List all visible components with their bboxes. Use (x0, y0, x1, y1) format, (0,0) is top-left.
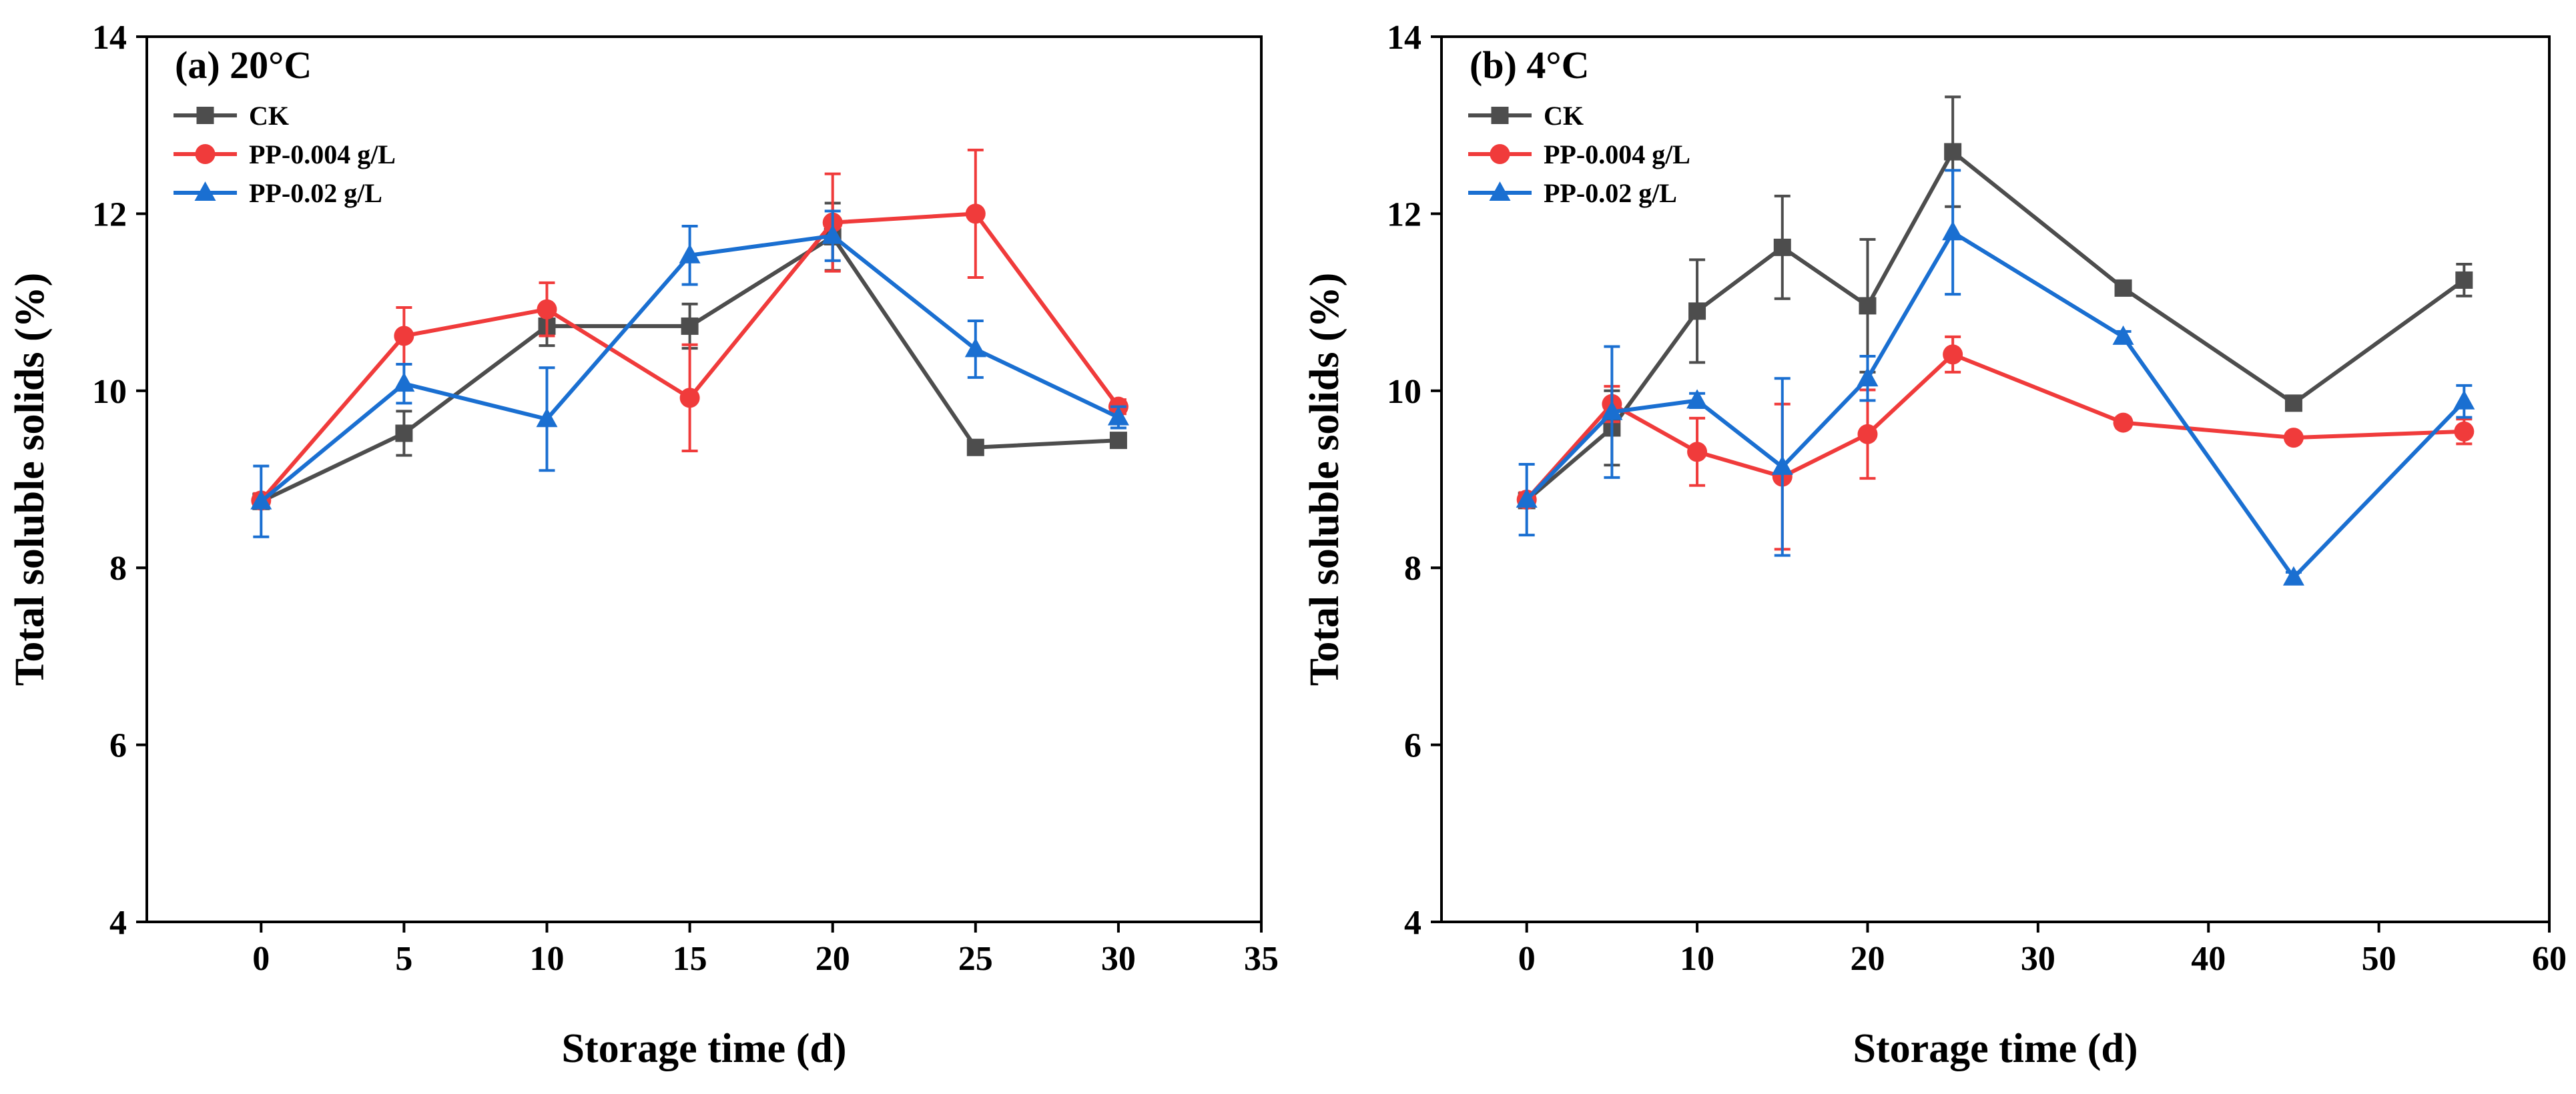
y-tick-label: 6 (109, 727, 127, 765)
x-axis-title: Storage time (d) (1853, 1026, 2138, 1071)
data-point (2284, 394, 2302, 412)
x-tick-label: 40 (2191, 940, 2226, 978)
x-tick-label: 30 (1101, 940, 1136, 978)
legend-marker (1489, 181, 1511, 201)
data-point (2112, 325, 2134, 345)
x-tick-label: 10 (1680, 940, 1714, 978)
data-point (1859, 297, 1877, 315)
data-point (679, 388, 700, 408)
x-tick-label: 20 (1850, 940, 1885, 978)
legend-label: PP-0.02 g/L (1544, 178, 1677, 208)
x-tick-label: 50 (2362, 940, 2396, 978)
x-axis-title: Storage time (d) (562, 1026, 847, 1071)
panel-b: 0 10 20 30 40 50 60 4 6 8 10 12 14 Storage time (d) To… (1302, 19, 2567, 1071)
data-point (1942, 221, 1964, 241)
legend-label: PP-0.004 g/L (249, 139, 396, 169)
y-tick-label: 6 (1404, 727, 1421, 765)
legend-marker (1491, 107, 1509, 124)
panel-title: (b) 4°C (1470, 43, 1589, 87)
data-point (1687, 442, 1708, 462)
legend-label: PP-0.004 g/L (1544, 139, 1690, 169)
panel-title: (a) 20°C (175, 43, 312, 87)
data-point (536, 408, 558, 428)
legend: CK PP-0.004 g/L PP-0.02 g/L (1468, 101, 1690, 208)
legend: CK PP-0.004 g/L PP-0.02 g/L (174, 101, 396, 208)
series-1 (1516, 335, 2475, 551)
data-point (2114, 279, 2132, 297)
y-tick-label: 8 (109, 550, 127, 588)
panel-a: 0 5 10 15 20 25 30 35 4 6 8 10 12 14 Storage time (d) T… (7, 19, 1279, 1071)
data-point (1516, 488, 1538, 508)
data-point (2453, 390, 2475, 410)
data-point (964, 338, 986, 358)
y-axis-title: Total soluble solids (%) (1302, 273, 1347, 686)
data-point (1688, 302, 1706, 320)
data-point (2455, 271, 2473, 289)
data-point (822, 224, 844, 244)
series-line (1525, 352, 2465, 502)
y-tick-label: 12 (92, 195, 127, 233)
series-line (1525, 230, 2466, 580)
y-tick-label: 14 (92, 19, 127, 57)
x-tick-label: 5 (395, 940, 412, 978)
x-tick-label: 0 (252, 940, 270, 978)
legend-marker (194, 181, 216, 201)
x-tick-label: 25 (958, 940, 993, 978)
legend-marker (195, 144, 216, 164)
data-point (1773, 238, 1791, 256)
series-2 (1516, 169, 2475, 586)
data-point (2113, 412, 2134, 433)
y-tick-label: 8 (1404, 550, 1421, 588)
legend-marker (1490, 144, 1510, 164)
data-point (2282, 566, 2304, 586)
data-point (1107, 406, 1129, 426)
legend-label: CK (249, 101, 289, 131)
y-tick-label: 10 (1387, 373, 1421, 411)
legend-label: CK (1544, 101, 1584, 131)
data-point (679, 243, 701, 263)
plot-frame (1440, 35, 2551, 923)
y-tick-label: 12 (1387, 195, 1421, 233)
y-tick-label: 4 (1404, 904, 1421, 942)
x-tick-label: 60 (2532, 940, 2567, 978)
y-tick-label: 10 (92, 373, 127, 411)
x-tick-label: 0 (1518, 940, 1536, 978)
x-tick-label: 15 (673, 940, 707, 978)
x-tick-label: 10 (529, 940, 564, 978)
plot-frame (145, 35, 1263, 923)
y-tick-label: 14 (1387, 19, 1421, 57)
data-point (1943, 344, 1963, 365)
x-tick-label: 30 (2021, 940, 2055, 978)
data-point (250, 490, 272, 510)
data-point (1686, 389, 1708, 409)
data-point (1109, 432, 1127, 450)
x-tick-label: 20 (816, 940, 850, 978)
data-point (393, 372, 415, 392)
data-point (681, 317, 699, 335)
data-point (1944, 143, 1962, 161)
data-point (394, 326, 414, 346)
data-point (1857, 424, 1878, 444)
data-point (2454, 421, 2475, 442)
y-axis-title: Total soluble solids (%) (7, 273, 53, 686)
data-point (395, 424, 413, 442)
data-point (965, 203, 986, 224)
data-point (1601, 400, 1623, 420)
data-point (537, 299, 557, 320)
data-point (1857, 367, 1879, 387)
x-tick-label: 35 (1244, 940, 1279, 978)
data-point (1771, 455, 1793, 475)
data-point (966, 438, 984, 456)
series-2 (250, 209, 1129, 538)
data-point (2283, 428, 2304, 448)
y-tick-label: 4 (109, 904, 127, 942)
legend-label: PP-0.02 g/L (249, 178, 382, 208)
legend-marker (196, 107, 214, 124)
